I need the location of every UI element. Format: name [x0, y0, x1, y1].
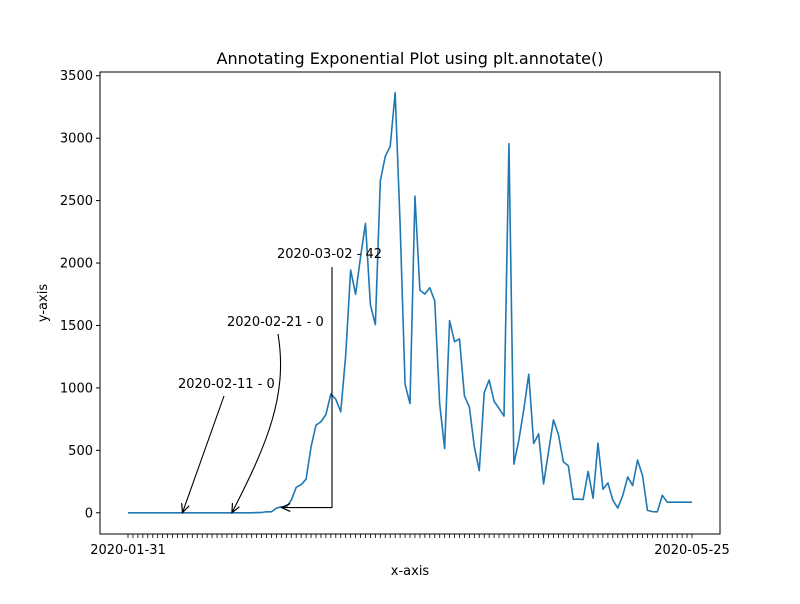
- y-tick-label: 1500: [60, 319, 93, 334]
- y-tick-label: 2000: [60, 257, 93, 272]
- y-tick-label: 0: [85, 506, 93, 521]
- annotation-arrow: [182, 395, 225, 513]
- plot-frame: [99, 71, 721, 535]
- x-axis-ticks: 2020-01-31 2020-05-25: [90, 534, 730, 558]
- annotation-label: 2020-02-21 - 0: [227, 315, 324, 330]
- y-tick-label: 1000: [60, 381, 93, 396]
- y-axis-label: y-axis: [36, 284, 51, 322]
- annotation-arrow: [281, 267, 333, 508]
- y-axis-ticks: 0 500 1000 1500 2000 2500 3000 3500: [60, 69, 100, 521]
- annotation-arrow: [232, 333, 282, 513]
- y-tick-label: 3000: [60, 132, 93, 147]
- y-tick-label: 3500: [60, 69, 93, 84]
- y-tick-label: 2500: [60, 194, 93, 209]
- x-tick-label-first: 2020-01-31: [90, 543, 166, 558]
- x-axis-label: x-axis: [391, 564, 430, 579]
- chart-title: Annotating Exponential Plot using plt.an…: [217, 49, 604, 68]
- annotations: 2020-02-11 - 0 2020-02-21 - 0 2020-03-02 -…: [178, 247, 382, 513]
- x-tick-label-last: 2020-05-25: [654, 543, 730, 558]
- y-tick-label: 500: [68, 444, 93, 459]
- annotation-label: 2020-03-02 - 42: [277, 247, 382, 262]
- series-line: [128, 91, 692, 514]
- annotation-label: 2020-02-11 - 0: [178, 377, 275, 392]
